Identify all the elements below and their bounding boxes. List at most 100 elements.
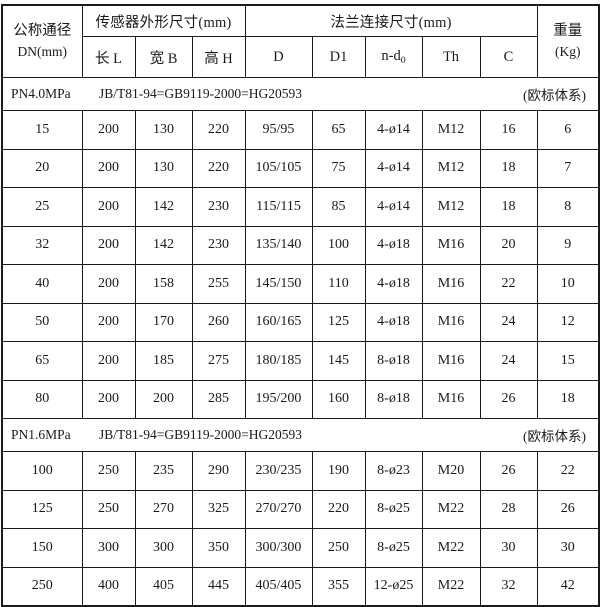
header-col-D1: D1 (311, 36, 366, 78)
cell-width-B: 170 (134, 302, 193, 342)
cell-weight: 8 (536, 187, 600, 227)
cell-length-L: 200 (81, 341, 136, 381)
cell-height-H: 255 (191, 264, 246, 304)
cell-length-L: 200 (81, 225, 136, 265)
cell-D: 145/150 (244, 264, 313, 304)
cell-C: 18 (479, 148, 538, 188)
cell-width-B: 270 (134, 489, 193, 529)
standard-reference-label: JB/T81-94=GB9119-2000=HG20593 (99, 86, 302, 101)
cell-height-H: 220 (191, 148, 246, 188)
cell-length-L: 200 (81, 302, 136, 342)
cell-C: 28 (479, 489, 538, 529)
cell-Th: M16 (421, 379, 481, 419)
cell-Th: M22 (421, 489, 481, 529)
cell-width-B: 185 (134, 341, 193, 381)
cell-weight: 6 (536, 110, 600, 150)
cell-Th: M16 (421, 302, 481, 342)
cell-n-d0: 8-ø23 (364, 451, 423, 491)
cell-D1: 110 (311, 264, 366, 304)
header-col-height-H: 高 H (191, 36, 246, 78)
cell-dn: 125 (1, 489, 83, 529)
cell-weight: 7 (536, 148, 600, 188)
standard-system-note: (欧标体系) (523, 88, 587, 103)
cell-n-d0: 4-ø14 (364, 148, 423, 188)
cell-height-H: 325 (191, 489, 246, 529)
table-header: 公称通径 DN(mm) 传感器外形尺寸(mm) 法兰连接尺寸(mm) 重量 (K… (1, 4, 600, 78)
header-col-C: C (479, 36, 538, 78)
pressure-rating-divider-row: PN4.0MPa JB/T81-94=GB9119-2000=HG20593 (欧标… (1, 77, 600, 111)
cell-dn: 100 (1, 451, 83, 491)
cell-C: 20 (479, 225, 538, 265)
cell-D1: 85 (311, 187, 366, 227)
cell-D: 105/105 (244, 148, 313, 188)
table-row: 32 200 142 230 135/140 100 4-ø18 M16 20 9 (1, 225, 600, 265)
cell-dn: 25 (1, 187, 83, 227)
cell-height-H: 230 (191, 187, 246, 227)
cell-D1: 160 (311, 379, 366, 419)
cell-width-B: 130 (134, 148, 193, 188)
table-row: 150 300 300 350 300/300 250 8-ø25 M22 30 30 (1, 528, 600, 568)
standard-system-note: (欧标体系) (523, 429, 587, 444)
cell-n-d0: 4-ø14 (364, 110, 423, 150)
cell-D: 115/115 (244, 187, 313, 227)
cell-height-H: 260 (191, 302, 246, 342)
cell-weight: 26 (536, 489, 600, 529)
cell-width-B: 300 (134, 528, 193, 568)
cell-height-H: 445 (191, 566, 246, 607)
header-weight-line2: (Kg) (555, 44, 581, 60)
cell-n-d0: 4-ø18 (364, 225, 423, 265)
cell-C: 24 (479, 302, 538, 342)
cell-weight: 22 (536, 451, 600, 491)
cell-weight: 18 (536, 379, 600, 419)
cell-dn: 15 (1, 110, 83, 150)
cell-dn: 80 (1, 379, 83, 419)
header-col-n-d0-base: n-d (381, 48, 401, 65)
cell-Th: M16 (421, 264, 481, 304)
cell-D: 230/235 (244, 451, 313, 491)
cell-weight: 30 (536, 528, 600, 568)
cell-D: 160/165 (244, 302, 313, 342)
cell-width-B: 235 (134, 451, 193, 491)
cell-length-L: 200 (81, 187, 136, 227)
table-row: 250 400 405 445 405/405 355 12-ø25 M22 32 42 (1, 566, 600, 607)
cell-n-d0: 8-ø18 (364, 379, 423, 419)
cell-dn: 50 (1, 302, 83, 342)
table-row: 25 200 142 230 115/115 85 4-ø14 M12 18 8 (1, 187, 600, 227)
cell-Th: M22 (421, 566, 481, 607)
cell-n-d0: 4-ø18 (364, 302, 423, 342)
cell-D: 195/200 (244, 379, 313, 419)
table-row: 125 250 270 325 270/270 220 8-ø25 M22 28 26 (1, 489, 600, 529)
divider-content: PN1.6MPa JB/T81-94=GB9119-2000=HG20593 (欧标… (3, 425, 598, 445)
cell-height-H: 275 (191, 341, 246, 381)
cell-dn: 40 (1, 264, 83, 304)
table-row: 40 200 158 255 145/150 110 4-ø18 M16 22 10 (1, 264, 600, 304)
cell-dn: 150 (1, 528, 83, 568)
cell-C: 26 (479, 451, 538, 491)
cell-height-H: 230 (191, 225, 246, 265)
cell-D: 405/405 (244, 566, 313, 607)
cell-C: 16 (479, 110, 538, 150)
cell-D: 135/140 (244, 225, 313, 265)
cell-length-L: 200 (81, 264, 136, 304)
cell-C: 24 (479, 341, 538, 381)
cell-dn: 20 (1, 148, 83, 188)
cell-n-d0: 8-ø25 (364, 528, 423, 568)
pressure-rating-divider-cell: PN4.0MPa JB/T81-94=GB9119-2000=HG20593 (欧标… (1, 77, 600, 111)
pressure-rating-divider-cell: PN1.6MPa JB/T81-94=GB9119-2000=HG20593 (欧标… (1, 418, 600, 452)
cell-width-B: 405 (134, 566, 193, 607)
cell-n-d0: 4-ø14 (364, 187, 423, 227)
cell-weight: 15 (536, 341, 600, 381)
cell-length-L: 200 (81, 110, 136, 150)
cell-Th: M12 (421, 110, 481, 150)
cell-D1: 250 (311, 528, 366, 568)
cell-Th: M16 (421, 225, 481, 265)
table-row: 50 200 170 260 160/165 125 4-ø18 M16 24 12 (1, 302, 600, 342)
table-row: 100 250 235 290 230/235 190 8-ø23 M20 26 22 (1, 451, 600, 491)
cell-length-L: 250 (81, 451, 136, 491)
header-group-flange-dimensions: 法兰连接尺寸(mm) (244, 4, 538, 37)
header-col-n-d0: n-d0 (364, 36, 423, 78)
pressure-rating-label: PN4.0MPa (11, 86, 71, 101)
cell-D1: 355 (311, 566, 366, 607)
header-weight-line1: 重量 (553, 22, 583, 39)
cell-length-L: 200 (81, 379, 136, 419)
